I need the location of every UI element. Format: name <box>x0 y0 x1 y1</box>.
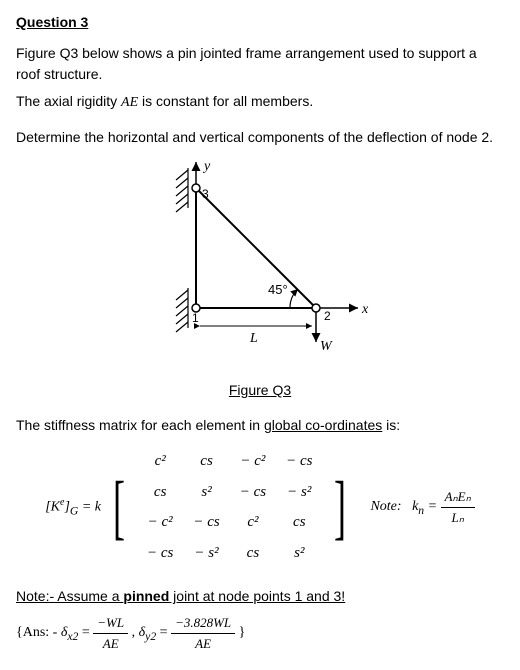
dy-num: −3.828WL <box>171 613 235 634</box>
x-axis-label: x <box>361 302 369 317</box>
intro-p1: Figure Q3 below shows a pin jointed fram… <box>16 43 504 85</box>
matrix-cell: s² <box>183 477 229 508</box>
matrix-cell: − cs <box>230 477 276 508</box>
matrix-cell: − s² <box>276 477 322 508</box>
note-label: Note: <box>370 499 401 514</box>
matrix-cell: c² <box>137 446 183 477</box>
node-2-label: 2 <box>324 309 331 323</box>
matrix-intro: The stiffness matrix for each element in… <box>16 415 504 436</box>
kn-frac: AₙEₙ Lₙ <box>441 487 475 527</box>
note2a: Note:- Assume a <box>16 588 123 604</box>
matrix-cell: − s² <box>183 538 229 569</box>
intro-p3: Determine the horizontal and vertical co… <box>16 127 504 148</box>
dx-den: AE <box>93 634 128 654</box>
dx-eq: = <box>82 625 93 640</box>
dx-sym: δx2 <box>61 625 79 640</box>
stiffness-matrix: [Ke]G = k [ c²cs− c²− cscss²− cs− s²− c²… <box>16 446 504 568</box>
dy-sym: δy2 <box>139 625 157 640</box>
ans-sep: , <box>132 625 139 640</box>
dx-frac: −WL AE <box>93 613 128 653</box>
kn-den: Lₙ <box>441 508 475 528</box>
matrix-note: Note: kn = AₙEₙ Lₙ <box>370 487 474 527</box>
ans-suffix: } <box>239 625 246 640</box>
matrix-cell: s² <box>276 538 322 569</box>
dy-frac: −3.828WL AE <box>171 613 235 653</box>
right-bracket: ] <box>334 474 346 540</box>
dx-num: −WL <box>93 613 128 634</box>
matrix-lhs: [Ke]G = k <box>45 495 101 520</box>
matrix-cell: cs <box>230 538 276 569</box>
matrix-cell: − cs <box>183 507 229 538</box>
dy-eq: = <box>160 625 171 640</box>
dy-den: AE <box>171 634 235 654</box>
matrix-cell: − c² <box>230 446 276 477</box>
p2-ae: AE <box>121 95 138 110</box>
matrix-cell: − cs <box>276 446 322 477</box>
node-1-label: 1 <box>192 311 199 325</box>
matrix-body: c²cs− c²− cscss²− cs− s²− c²− csc²cs− cs… <box>137 446 323 568</box>
kn-eq: = <box>428 499 441 514</box>
dx-sub: x2 <box>67 630 78 643</box>
angle-label: 45° <box>268 282 288 297</box>
truss-svg: y x W 45° L 1 2 3 <box>140 158 380 368</box>
length-L: L <box>249 331 258 346</box>
mi-a: The stiffness matrix for each element in <box>16 417 264 433</box>
matrix-cell: cs <box>276 507 322 538</box>
mi-b: global co-ordinates <box>264 417 382 433</box>
question-title: Question 3 <box>16 12 504 33</box>
ans-prefix: {Ans: - <box>16 625 61 640</box>
kn-lhs: kn <box>412 499 424 514</box>
y-axis-label: y <box>202 159 211 174</box>
answer-line: {Ans: - δx2 = −WL AE , δy2 = −3.828WL AE… <box>16 613 504 653</box>
matrix-cell: c² <box>230 507 276 538</box>
note2c: joint at node points 1 and 3! <box>169 588 345 604</box>
matrix-cell: − cs <box>137 538 183 569</box>
kn-sub: n <box>418 504 424 517</box>
mi-c: is: <box>382 417 400 433</box>
note2b: pinned <box>123 588 169 604</box>
intro-p2: The axial rigidity AE is constant for al… <box>16 91 504 113</box>
figure-q3: y x W 45° L 1 2 3 <box>16 158 504 374</box>
kn-num: AₙEₙ <box>441 487 475 508</box>
pinned-note: Note:- Assume a pinned joint at node poi… <box>16 586 504 607</box>
node-3-label: 3 <box>202 187 209 201</box>
matrix-cell: cs <box>137 477 183 508</box>
matrix-cell: cs <box>183 446 229 477</box>
matrix-equation: [Ke]G = k [ c²cs− c²− cscss²− cs− s²− c²… <box>45 446 352 568</box>
left-bracket: [ <box>113 474 125 540</box>
matrix-cell: − c² <box>137 507 183 538</box>
figure-caption: Figure Q3 <box>16 380 504 401</box>
p2a: The axial rigidity <box>16 93 121 109</box>
p2b: is constant for all members. <box>138 93 313 109</box>
load-W: W <box>320 339 333 354</box>
dy-sub: y2 <box>145 630 156 643</box>
